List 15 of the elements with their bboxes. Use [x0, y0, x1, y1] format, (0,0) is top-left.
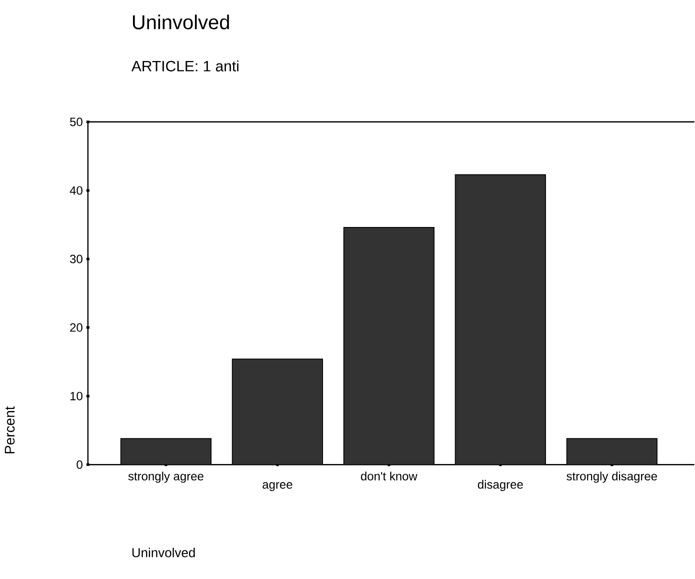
y-tick-label: 10: [70, 392, 82, 401]
y-tick-label: 0: [76, 460, 82, 470]
text: Uninvolved: [132, 548, 195, 558]
y-tick-label: 30: [70, 254, 82, 264]
x-tick-label: strongly agree: [128, 472, 204, 484]
x-tick-label: strongly disagree: [566, 472, 657, 484]
chart-subtitle: ARTICLE: 1 anti: [131, 60, 238, 72]
chart-title: Uninvolved: [132, 14, 229, 30]
y-tick-label: 50: [70, 118, 82, 126]
y-axis-title: Percent: [4, 406, 15, 454]
x-tick-label: disagree: [478, 480, 523, 492]
x-tick-label: don't know: [360, 472, 418, 481]
y-tick-label: 40: [70, 186, 82, 195]
x-tick-label: agree: [262, 482, 292, 492]
y-tick-label: 20: [70, 324, 82, 332]
